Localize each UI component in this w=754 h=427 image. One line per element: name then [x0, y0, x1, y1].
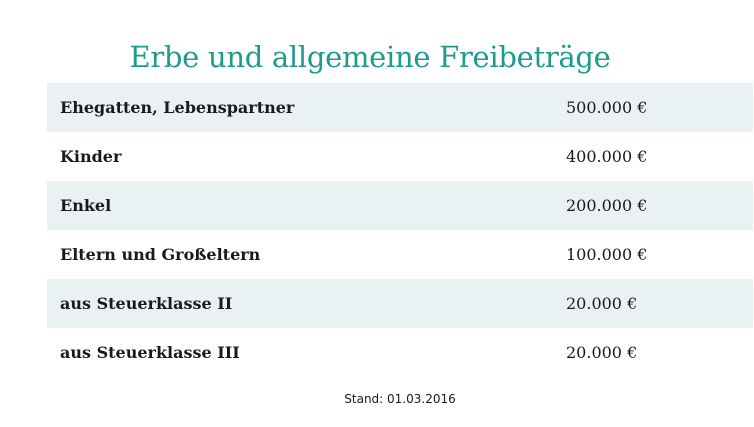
- row-label: Ehegatten, Lebenspartner: [60, 98, 295, 117]
- row-value: 20.000 €: [566, 343, 638, 362]
- row-value: 100.000 €: [566, 245, 648, 264]
- table-row: aus Steuerklasse II 20.000 €: [47, 279, 753, 328]
- allowance-table: Ehegatten, Lebenspartner 500.000 € Kinde…: [47, 83, 753, 377]
- row-label: Eltern und Großeltern: [60, 245, 261, 264]
- table-row: Enkel 200.000 €: [47, 181, 753, 230]
- row-label: aus Steuerklasse III: [60, 343, 240, 362]
- page-title: Erbe und allgemeine Freibeträge: [129, 40, 611, 75]
- row-value: 20.000 €: [566, 294, 638, 313]
- row-value: 200.000 €: [566, 196, 648, 215]
- row-label: Kinder: [60, 147, 122, 166]
- table-row: Eltern und Großeltern 100.000 €: [47, 230, 753, 279]
- row-value: 400.000 €: [566, 147, 648, 166]
- row-label: aus Steuerklasse II: [60, 294, 233, 313]
- row-value: 500.000 €: [566, 98, 648, 117]
- table-row: Kinder 400.000 €: [47, 132, 753, 181]
- table-row: aus Steuerklasse III 20.000 €: [47, 328, 753, 377]
- footnote-date: Stand: 01.03.2016: [344, 392, 456, 406]
- row-label: Enkel: [60, 196, 112, 215]
- table-row: Ehegatten, Lebenspartner 500.000 €: [47, 83, 753, 132]
